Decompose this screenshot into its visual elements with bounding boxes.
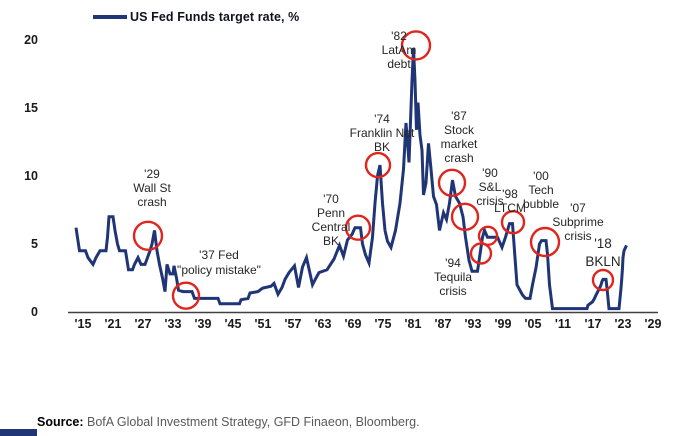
annotation-circle-latam-debt-82 <box>400 30 432 61</box>
annotation-label-tech-bubble-00: '00 Tech bubble <box>522 169 560 211</box>
x-axis-label-1939: '39 <box>194 317 212 331</box>
x-axis-label-1921: '21 <box>104 317 122 331</box>
annotation-label-penn-central-bk-70: '70 Penn Central BK <box>311 192 351 248</box>
annotation-label-tequila-crisis-94: '94 Tequila crisis <box>433 256 473 298</box>
y-axis-label-5: 5 <box>31 237 38 251</box>
annotation-label-franklin-nat-bk-74: '74 Franklin Nat BK <box>349 112 415 154</box>
source-text: BofA Global Investment Strategy, GFD Fin… <box>83 415 420 429</box>
x-axis-label-1969: '69 <box>344 317 362 331</box>
x-axis-label-1981: '81 <box>404 317 422 331</box>
annotation-circle-ltcm-98 <box>477 225 499 247</box>
legend-label: US Fed Funds target rate, % <box>130 10 300 24</box>
annotation-circle-penn-central-bk-70 <box>344 214 372 241</box>
x-axis-label-1987: '87 <box>434 317 452 331</box>
legend-line-swatch <box>93 15 127 19</box>
x-axis-label-1951: '51 <box>254 317 272 331</box>
x-axis-label-1957: '57 <box>284 317 302 331</box>
x-axis-label-1993: '93 <box>464 317 482 331</box>
annotation-circle-wall-st-crash-29 <box>132 220 164 252</box>
y-axis-label-10: 10 <box>24 169 38 183</box>
brand-corner-bar <box>0 429 37 436</box>
x-axis-label-2023: '23 <box>614 317 632 331</box>
annotation-circle-franklin-nat-bk-74 <box>364 151 392 179</box>
x-axis-label-1933: '33 <box>164 317 182 331</box>
annotation-label-sl-crisis-90: '90 S&L crisis <box>476 166 504 208</box>
annotation-label-stock-market-crash-87: '87 Stock market crash <box>440 109 478 165</box>
y-axis-label-15: 15 <box>24 101 38 115</box>
x-axis-label-1963: '63 <box>314 317 332 331</box>
x-axis-label-1975: '75 <box>374 317 392 331</box>
annotation-label-subprime-crisis-07: '07 Subprime crisis <box>552 201 604 243</box>
annotation-label-latam-debt-82: '82 LatAm debt <box>381 29 417 71</box>
fed-funds-rate-line <box>74 48 628 311</box>
annotation-circle-bkln-18 <box>591 268 615 292</box>
annotation-circle-fed-policy-mistake-37 <box>171 281 201 310</box>
x-axis-label-1945: '45 <box>224 317 242 331</box>
source-label: Source: <box>37 415 84 429</box>
source-note: Source: BofA Global Investment Strategy,… <box>37 415 420 429</box>
annotation-circle-tech-bubble-00 <box>500 209 526 235</box>
legend: US Fed Funds target rate, % <box>93 10 299 24</box>
x-axis-label-2011: '11 <box>554 317 572 331</box>
annotation-circle-sl-crisis-90 <box>450 202 480 232</box>
x-axis-label-1927: '27 <box>134 317 152 331</box>
annotation-label-ltcm-98: '98 LTCM <box>494 187 526 215</box>
plot-area <box>68 30 658 314</box>
annotation-circle-tequila-crisis-94 <box>469 242 493 265</box>
x-axis-label-1999: '99 <box>494 317 512 331</box>
annotation-label-bkln-18: '18 BKLN <box>585 236 621 269</box>
annotation-label-fed-policy-mistake-37: '37 Fed "policy mistake" <box>177 248 261 277</box>
x-axis-label-2017: '17 <box>584 317 602 331</box>
annotation-circle-subprime-crisis-07 <box>529 226 561 258</box>
y-axis-label-0: 0 <box>31 305 38 319</box>
y-axis-label-20: 20 <box>24 33 38 47</box>
annotation-circle-stock-market-crash-87 <box>437 168 467 198</box>
x-axis-label-2029: '29 <box>644 317 662 331</box>
x-axis-label-2005: '05 <box>524 317 542 331</box>
annotation-label-wall-st-crash-29: '29 Wall St crash <box>133 167 171 209</box>
x-axis-label-1915: '15 <box>74 317 92 331</box>
